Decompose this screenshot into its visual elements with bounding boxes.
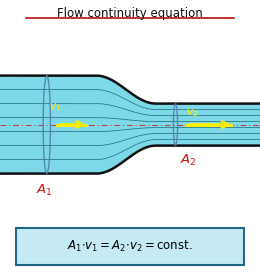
- Text: $v_2$: $v_2$: [186, 107, 198, 119]
- Text: $A_1{\cdot}v_1 = A_2{\cdot}v_2 = \mathrm{const.}$: $A_1{\cdot}v_1 = A_2{\cdot}v_2 = \mathrm…: [67, 239, 193, 254]
- Text: $A_2$: $A_2$: [180, 153, 197, 168]
- Text: $v_1$: $v_1$: [49, 102, 62, 113]
- Text: $A_1$: $A_1$: [36, 183, 53, 199]
- Text: Flow continuity equation: Flow continuity equation: [57, 7, 203, 20]
- FancyBboxPatch shape: [16, 228, 244, 265]
